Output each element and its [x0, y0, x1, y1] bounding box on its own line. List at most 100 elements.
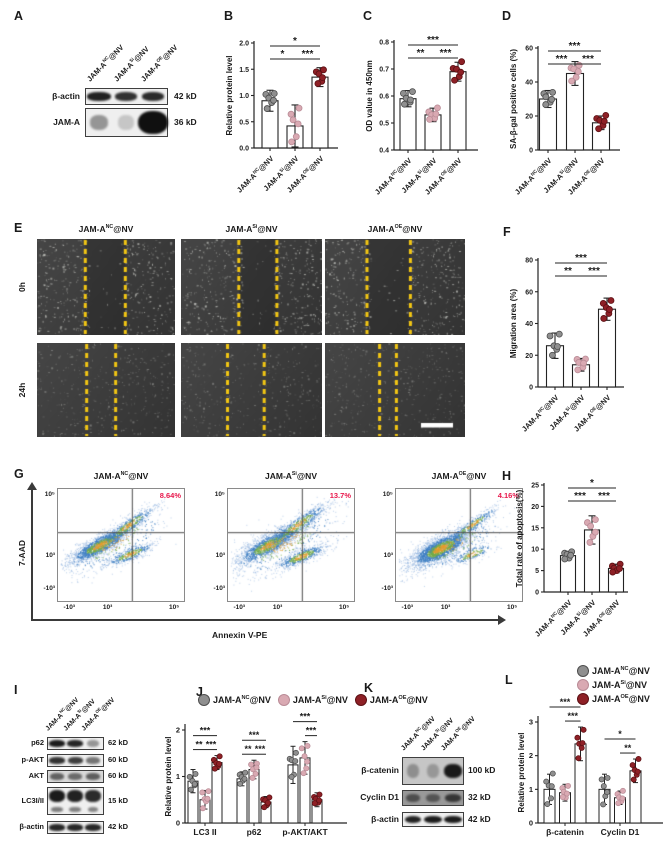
sig-stars: ***: [440, 48, 452, 59]
flow-y-tick-label: -10³: [381, 585, 393, 593]
flow-y-tick-label: 10³: [215, 552, 225, 560]
decorative: Si: [321, 695, 327, 701]
y-tick-label: 40: [525, 321, 533, 328]
wound-image: [37, 239, 175, 335]
data-dot: [316, 797, 323, 804]
flow-x-tick-label: -10³: [401, 604, 414, 611]
y-tick-label: 0.6: [379, 94, 389, 101]
panel-k-letter: K: [364, 681, 374, 695]
blot-band: [404, 815, 422, 824]
panel-l-legend: JAM-ANC@NV JAM-ASi@NV JAM-AOE@NV: [577, 665, 650, 705]
blot-row-label: JAM-A: [53, 116, 80, 127]
wound-image-canvas: [37, 343, 175, 437]
wound-image: [37, 343, 175, 437]
data-dot: [316, 791, 323, 798]
data-dot: [426, 115, 434, 123]
decorative: NC: [241, 695, 250, 701]
legend-dot: [198, 694, 210, 706]
sig-stars: **: [417, 48, 425, 59]
sig-stars: ***: [302, 49, 314, 60]
flow-scatter-canvas: [396, 489, 522, 601]
data-dot: [216, 760, 222, 767]
legend-item: JAM-AOE@NV: [354, 694, 428, 706]
legend-item: JAM-ASi@NV: [577, 679, 650, 691]
decorative: OE: [302, 167, 310, 175]
flow-y-tick-label: 10³: [45, 552, 55, 560]
wound-column-title: JAM-ASi@NV: [225, 224, 278, 234]
y-tick-label: 10: [531, 547, 539, 554]
data-dot: [579, 740, 586, 747]
category-label: β-catenin: [546, 827, 584, 837]
flow-quadrant-percent: 13.7%: [329, 491, 351, 500]
blot-kd-label: 42 kD: [108, 822, 129, 832]
panel-c-bar-chart: 0.40.50.60.70.8OD value in 450nm** ******…: [365, 35, 478, 197]
data-dot: [434, 104, 441, 112]
data-dot: [432, 110, 440, 118]
legend-item: JAM-AOE@NV: [577, 693, 650, 705]
sig-stars: ***: [588, 266, 600, 277]
y-tick-label: 1.5: [239, 67, 249, 74]
data-dot: [289, 116, 297, 124]
blot-band: [48, 790, 66, 802]
y-tick-label: 5: [535, 568, 539, 575]
data-dot: [586, 539, 594, 546]
blot-kd-label: 32 kD: [468, 792, 491, 803]
blot-band: [444, 815, 462, 824]
data-dot: [548, 795, 554, 802]
sig-stars: **: [564, 266, 572, 277]
panel-d-letter: D: [502, 9, 512, 23]
wound-image-canvas: [325, 343, 465, 437]
y-tick-label: 0.4: [379, 148, 389, 155]
flow-y-axis-line: [31, 489, 33, 620]
decorative: OE: [620, 694, 629, 700]
blot-row-label: AKT: [28, 771, 44, 781]
decorative: Si: [575, 611, 582, 618]
panel-b-letter: B: [224, 9, 234, 23]
sig-stars: *: [293, 36, 297, 47]
data-dot: [619, 787, 626, 794]
blot-band: [48, 740, 66, 747]
blot-band: [114, 92, 138, 101]
data-dot: [292, 749, 299, 756]
data-dot: [407, 96, 414, 104]
data-dot: [555, 330, 563, 338]
wound-image-canvas: [37, 239, 175, 335]
sig-stars: ***: [556, 54, 568, 65]
data-dot: [288, 773, 295, 780]
blot-kd-label: 60 kD: [108, 755, 129, 765]
decorative: OE: [398, 695, 407, 701]
flow-plot-title: JAM-ANC@NV: [93, 471, 149, 481]
y-tick-label: 15: [531, 525, 539, 532]
y-tick-label: 20: [531, 504, 539, 511]
blot-band: [67, 790, 83, 802]
data-dot: [253, 764, 260, 771]
category-label: p62: [247, 827, 262, 837]
blot-band: [427, 764, 439, 778]
data-dot: [615, 800, 622, 807]
sig-stars: ***: [560, 697, 571, 707]
blot-band: [49, 824, 65, 831]
data-dot: [616, 565, 623, 572]
data-dot: [186, 773, 193, 780]
decorative: NC: [414, 725, 423, 734]
data-dot: [635, 756, 642, 762]
data-dot: [546, 332, 554, 340]
blot-band: [85, 790, 101, 802]
data-dot: [574, 734, 581, 741]
data-dot: [549, 88, 557, 96]
data-dot: [458, 58, 466, 66]
flow-quadrant-percent: 8.64%: [159, 491, 181, 500]
blot-row-label: β-actin: [19, 822, 44, 832]
flow-scatter-canvas: [58, 489, 184, 601]
data-dot: [548, 783, 555, 790]
blot-row-label: β-actin: [52, 90, 80, 101]
data-dot: [304, 758, 311, 765]
data-dot: [604, 789, 611, 796]
